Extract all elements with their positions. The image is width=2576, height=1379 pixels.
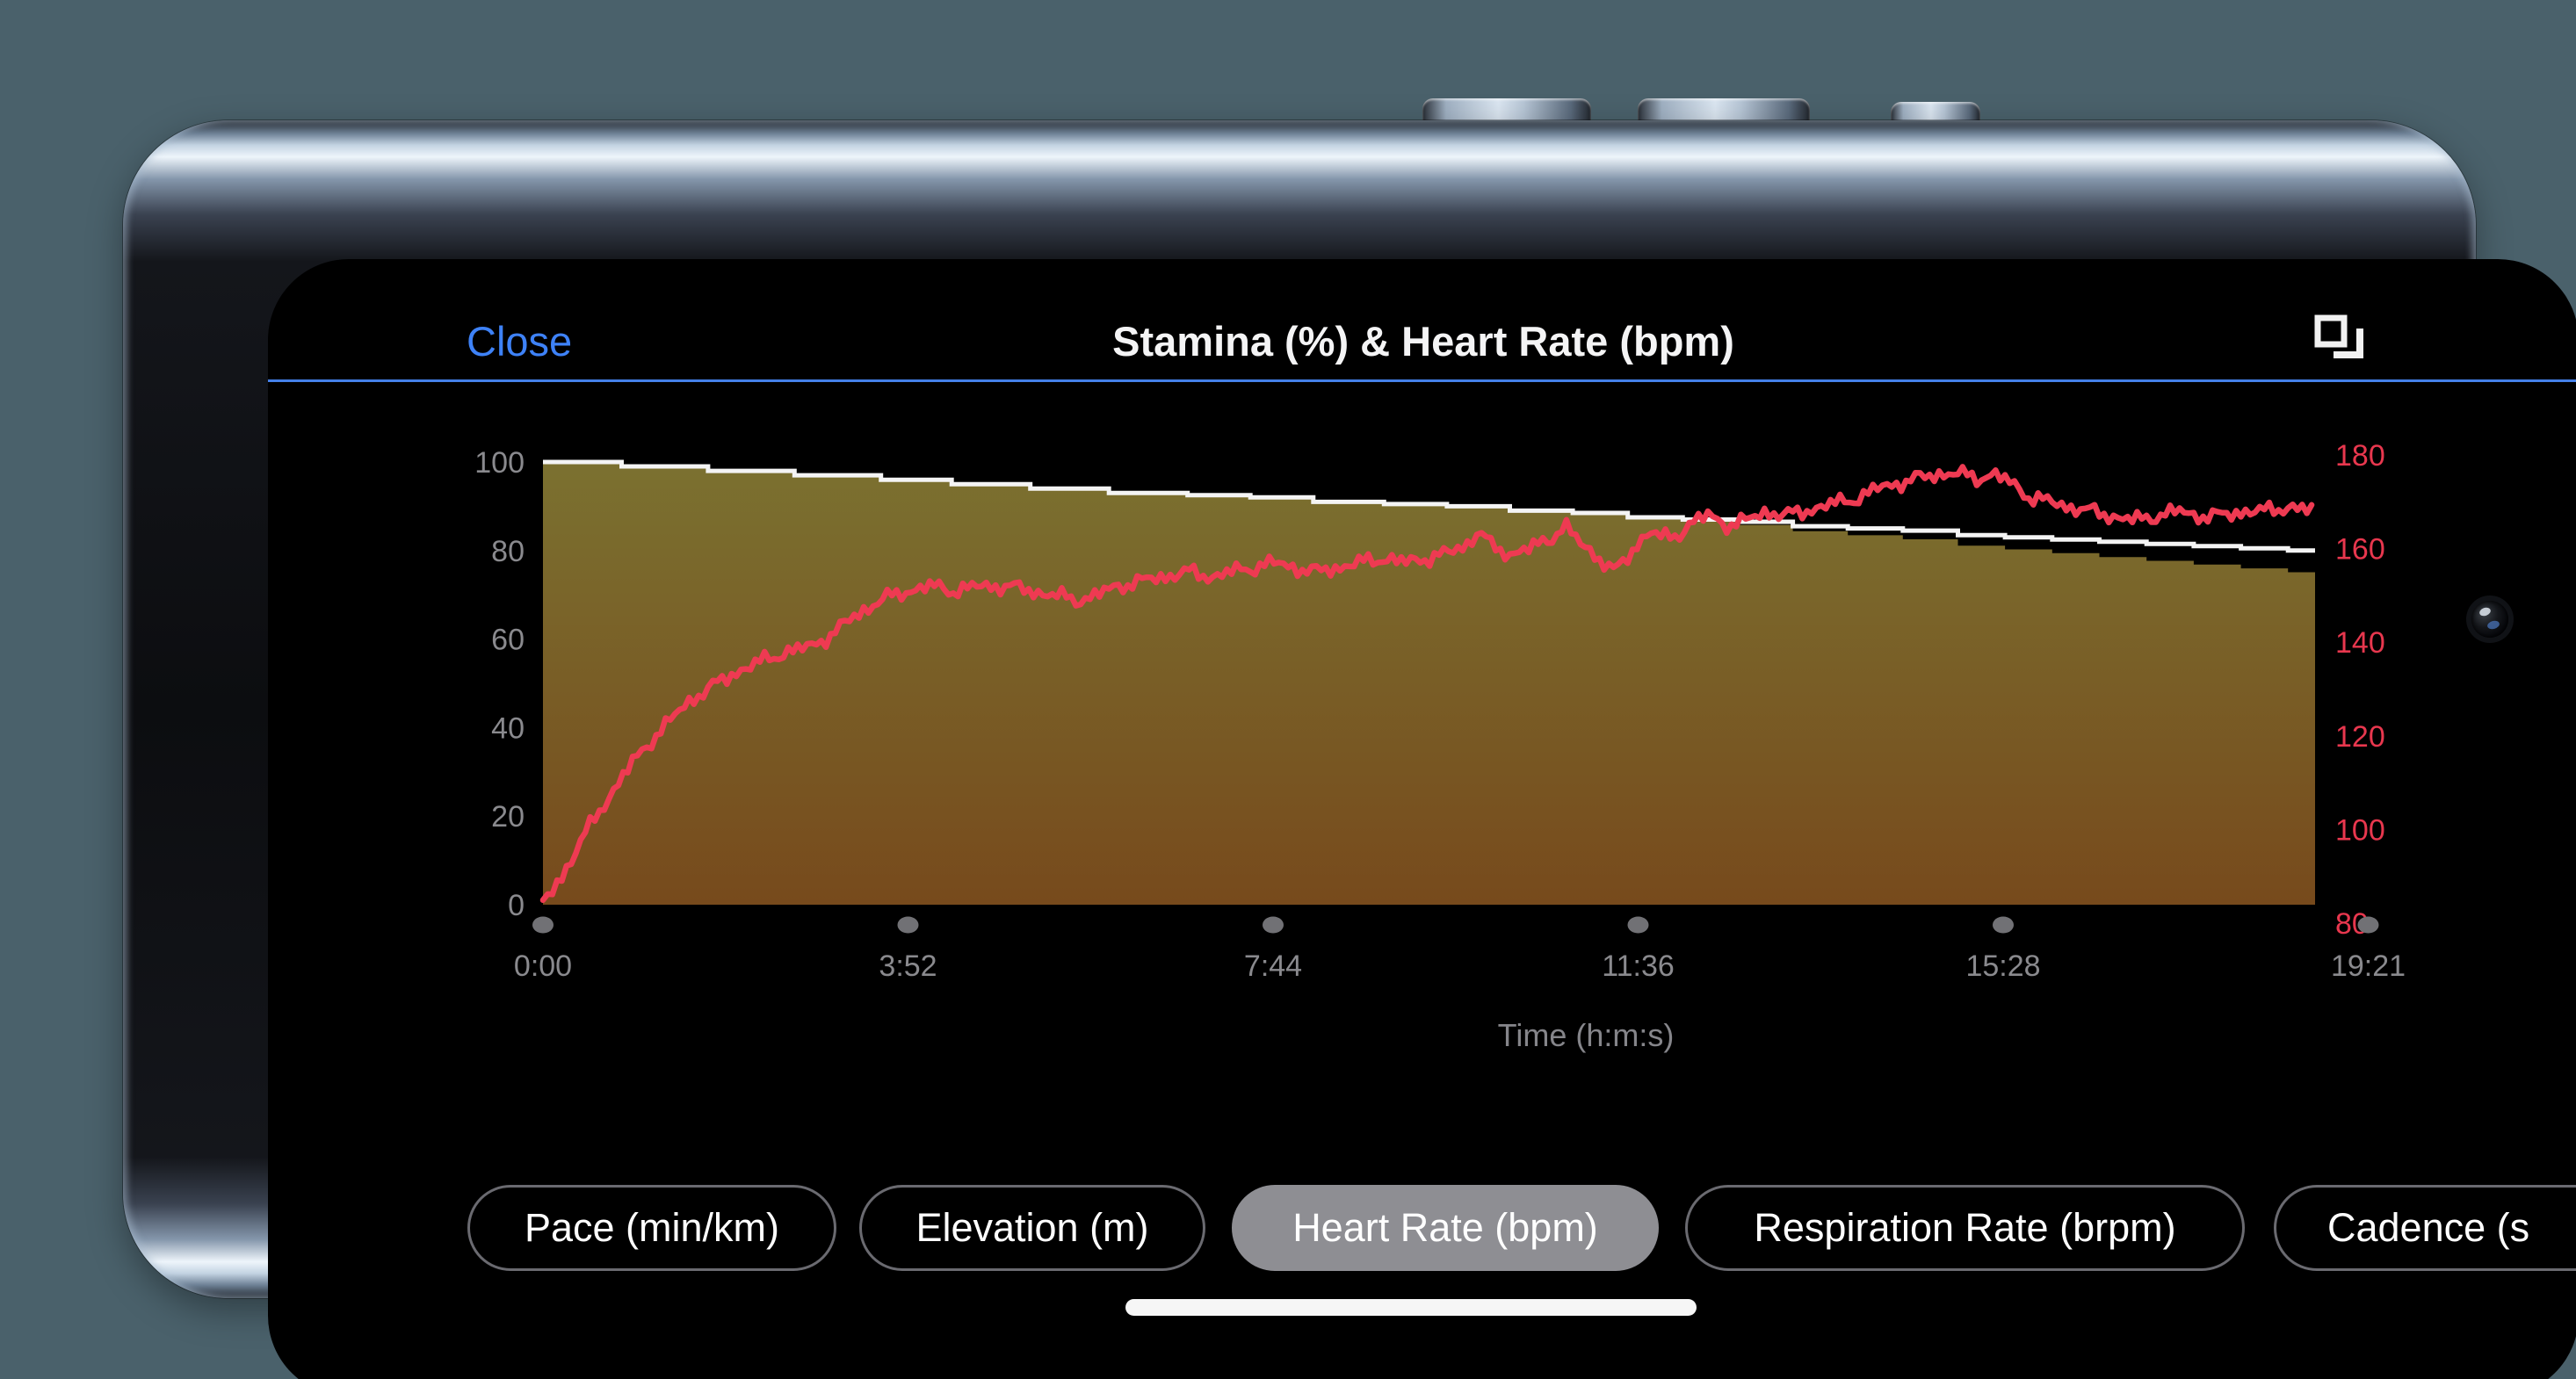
- overlay-squares-icon[interactable]: [2308, 308, 2364, 365]
- svg-text:7:44: 7:44: [1244, 949, 1302, 983]
- phone-frame: Close Stamina (%) & Heart Rate (bpm) 100…: [123, 120, 2576, 1379]
- svg-text:80: 80: [491, 535, 525, 568]
- header-divider: [268, 379, 2576, 382]
- svg-text:15:28: 15:28: [1965, 949, 2040, 983]
- svg-text:140: 140: [2335, 626, 2385, 660]
- camera-glint: [2486, 619, 2500, 631]
- metric-pill-heart-rate-bpm[interactable]: Heart Rate (bpm): [1232, 1185, 1659, 1271]
- home-indicator[interactable]: [1125, 1299, 1697, 1316]
- svg-text:0:00: 0:00: [514, 949, 572, 983]
- camera-glint: [2478, 606, 2493, 617]
- page-title: Stamina (%) & Heart Rate (bpm): [1112, 318, 1734, 365]
- phone-screen: Close Stamina (%) & Heart Rate (bpm) 100…: [268, 259, 2576, 1379]
- svg-text:0: 0: [508, 889, 525, 922]
- overlay-squares-icon-svg: [2314, 314, 2363, 358]
- metric-pill-elevation-m[interactable]: Elevation (m): [859, 1185, 1205, 1271]
- metric-pill-pace-min-km[interactable]: Pace (min/km): [467, 1185, 836, 1271]
- svg-text:Time (h:m:s): Time (h:m:s): [1498, 1017, 1675, 1053]
- svg-text:100: 100: [474, 446, 525, 480]
- metric-pill-respiration-rate-brpm[interactable]: Respiration Rate (brpm): [1685, 1185, 2245, 1271]
- svg-text:11:36: 11:36: [1602, 949, 1675, 983]
- svg-text:160: 160: [2335, 533, 2385, 567]
- svg-text:40: 40: [491, 711, 525, 745]
- close-button[interactable]: Close: [467, 318, 573, 365]
- svg-text:180: 180: [2335, 439, 2385, 473]
- svg-text:120: 120: [2335, 720, 2385, 754]
- svg-text:19:21: 19:21: [2331, 949, 2406, 983]
- front-camera-lens: [2471, 601, 2508, 638]
- svg-text:100: 100: [2335, 813, 2385, 847]
- svg-text:60: 60: [491, 624, 525, 657]
- metric-pill-cadence-s[interactable]: Cadence (s: [2274, 1185, 2576, 1271]
- svg-text:20: 20: [491, 800, 525, 834]
- svg-text:3:52: 3:52: [879, 949, 937, 983]
